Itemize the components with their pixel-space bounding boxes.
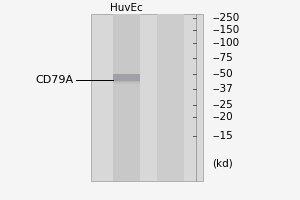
Text: --20: --20	[212, 112, 233, 122]
Bar	[113, 14, 140, 181]
Bar	[113, 83, 140, 84]
Bar	[91, 14, 203, 181]
Bar	[113, 81, 140, 82]
Text: (kd): (kd)	[212, 158, 233, 168]
Text: --15: --15	[212, 131, 233, 141]
Bar	[113, 82, 140, 83]
Text: --100: --100	[212, 38, 239, 48]
Text: --250: --250	[212, 13, 240, 23]
Bar	[113, 74, 140, 81]
Text: --50: --50	[212, 69, 233, 79]
Text: --150: --150	[212, 25, 240, 35]
Text: --37: --37	[212, 84, 233, 94]
Bar	[158, 14, 184, 181]
Text: HuvEc: HuvEc	[110, 3, 142, 13]
Text: --25: --25	[212, 100, 233, 110]
Text: CD79A: CD79A	[36, 75, 74, 85]
Text: --75: --75	[212, 53, 233, 63]
